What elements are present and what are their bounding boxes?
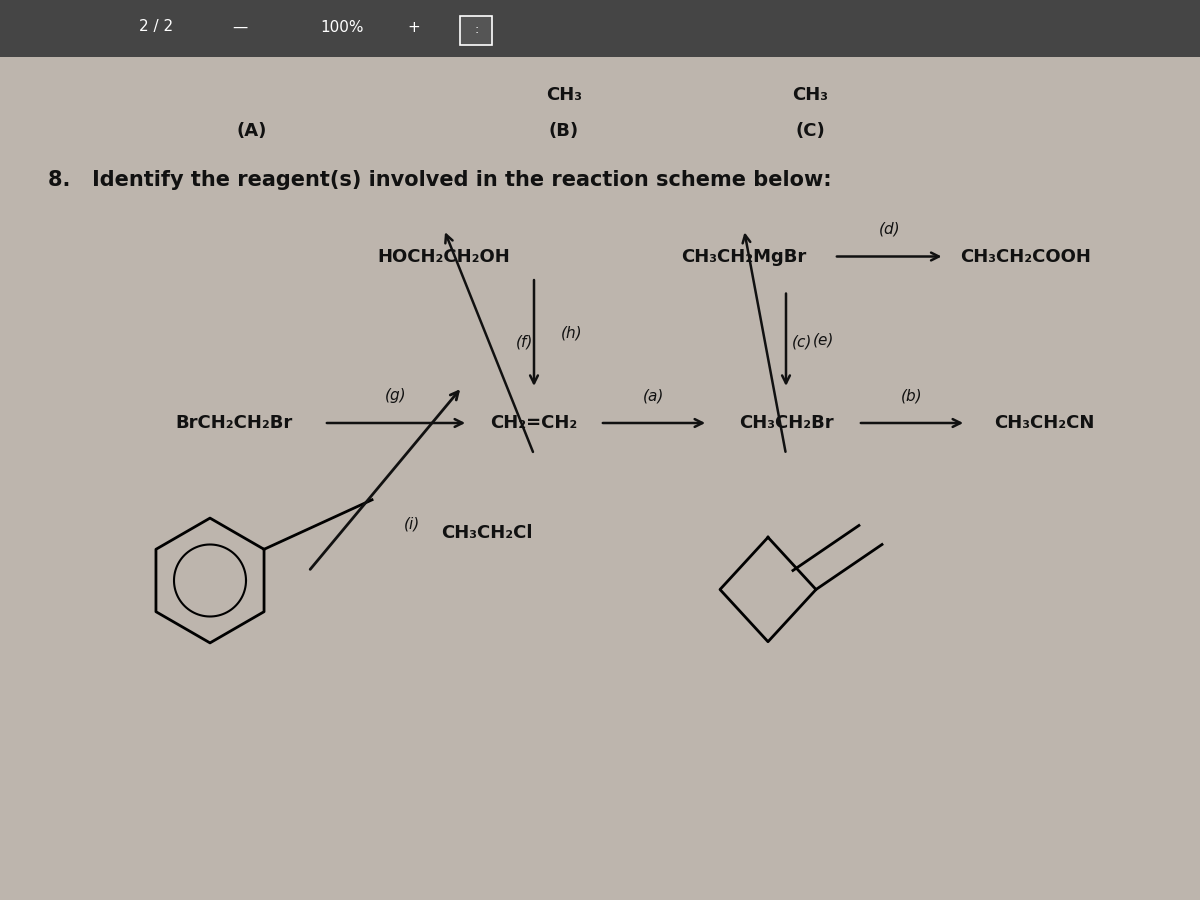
FancyBboxPatch shape — [0, 0, 1200, 57]
Text: CH₃: CH₃ — [546, 86, 582, 104]
Text: (d): (d) — [878, 221, 900, 237]
Text: (e): (e) — [812, 332, 834, 347]
Text: (B): (B) — [548, 122, 580, 140]
Text: (A): (A) — [236, 122, 268, 140]
Text: 2 / 2: 2 / 2 — [139, 20, 173, 34]
Text: (h): (h) — [560, 326, 582, 340]
Text: (g): (g) — [385, 388, 407, 403]
Text: HOCH₂CH₂OH: HOCH₂CH₂OH — [378, 248, 510, 266]
Text: (i): (i) — [403, 517, 420, 531]
Text: CH₃CH₂MgBr: CH₃CH₂MgBr — [682, 248, 806, 266]
Text: (a): (a) — [643, 388, 665, 403]
Text: CH₃CH₂Cl: CH₃CH₂Cl — [442, 524, 533, 542]
Text: 8.   Identify the reagent(s) involved in the reaction scheme below:: 8. Identify the reagent(s) involved in t… — [48, 170, 832, 190]
Text: +: + — [408, 20, 420, 34]
Text: (c): (c) — [792, 335, 811, 349]
FancyBboxPatch shape — [460, 16, 492, 45]
Text: CH₃CH₂COOH: CH₃CH₂COOH — [960, 248, 1092, 266]
Text: (C): (C) — [796, 122, 824, 140]
Text: (f): (f) — [516, 335, 533, 349]
Text: 100%: 100% — [320, 20, 364, 34]
Text: CH₃CH₂Br: CH₃CH₂Br — [739, 414, 833, 432]
Text: :: : — [474, 23, 479, 36]
Text: CH₃: CH₃ — [792, 86, 828, 104]
Text: CH₃CH₂CN: CH₃CH₂CN — [994, 414, 1094, 432]
Text: (b): (b) — [901, 388, 923, 403]
Text: —: — — [233, 20, 247, 34]
Text: BrCH₂CH₂Br: BrCH₂CH₂Br — [175, 414, 293, 432]
Text: CH₂=CH₂: CH₂=CH₂ — [491, 414, 577, 432]
